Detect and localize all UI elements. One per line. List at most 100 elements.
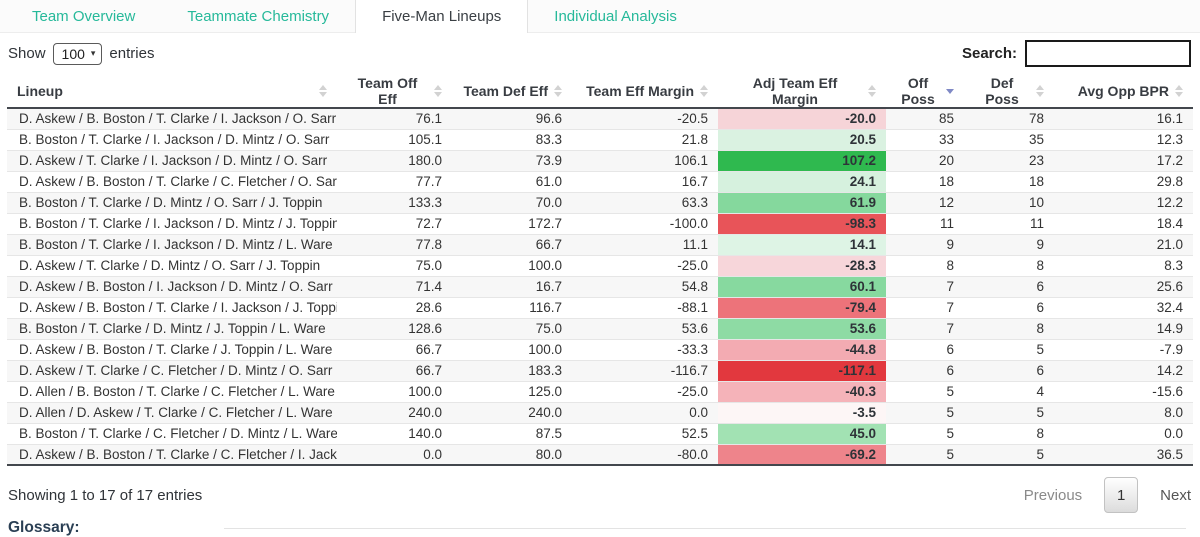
off-poss-cell: 5 [886, 381, 964, 403]
off-poss-cell: 7 [886, 318, 964, 340]
column-header-label: Team Def Eff [463, 83, 548, 99]
avg-opp-bpr-cell: 21.0 [1054, 234, 1193, 256]
lineup-cell: B. Boston / T. Clarke / I. Jackson / D. … [7, 213, 337, 235]
def-poss-cell: 5 [964, 444, 1054, 466]
team-eff-margin-cell: -100.0 [572, 213, 718, 235]
lineup-cell: B. Boston / T. Clarke / I. Jackson / D. … [7, 234, 337, 256]
table-row: B. Boston / T. Clarke / I. Jackson / D. … [7, 234, 1193, 256]
adj-team-eff-margin-cell: -79.4 [718, 297, 886, 319]
off-poss-cell: 6 [886, 360, 964, 382]
table-row: B. Boston / T. Clarke / I. Jackson / D. … [7, 129, 1193, 151]
column-header-avg-opp-bpr[interactable]: Avg Opp BPR [1054, 75, 1193, 109]
tab-bar: Team Overview Teammate Chemistry Five-Man … [0, 0, 1200, 33]
def-poss-cell: 6 [964, 297, 1054, 319]
def-poss-cell: 4 [964, 381, 1054, 403]
def-poss-cell: 6 [964, 360, 1054, 382]
team-eff-margin-cell: -25.0 [572, 255, 718, 277]
off-poss-cell: 11 [886, 213, 964, 235]
column-header-team-eff-margin[interactable]: Team Eff Margin [572, 75, 718, 109]
team-off-eff-cell: 0.0 [337, 444, 452, 466]
chevron-down-icon: ▾ [90, 48, 96, 58]
table-row: D. Askew / B. Boston / T. Clarke / C. Fl… [7, 171, 1193, 193]
team-off-eff-cell: 180.0 [337, 150, 452, 172]
column-header-label: Team Off Eff [357, 75, 418, 107]
team-off-eff-cell: 133.3 [337, 192, 452, 214]
table-row: B. Boston / T. Clarke / D. Mintz / J. To… [7, 318, 1193, 340]
team-def-eff-cell: 75.0 [452, 318, 572, 340]
lineup-cell: D. Allen / B. Boston / T. Clarke / C. Fl… [7, 381, 337, 403]
lineup-table-body: D. Askew / B. Boston / T. Clarke / I. Ja… [7, 108, 1193, 466]
team-eff-margin-cell: -25.0 [572, 381, 718, 403]
entries-select[interactable]: 100 ▾ [52, 42, 103, 65]
column-header-label: Def Poss [985, 75, 1019, 107]
off-poss-cell: 8 [886, 255, 964, 277]
team-eff-margin-cell: -80.0 [572, 444, 718, 466]
tab-individual-analysis[interactable]: Individual Analysis [528, 0, 703, 32]
column-header-team-off-eff[interactable]: Team Off Eff [337, 75, 452, 109]
off-poss-cell: 5 [886, 402, 964, 424]
sort-icon [700, 85, 708, 97]
next-page-button[interactable]: Next [1160, 486, 1191, 504]
off-poss-cell: 20 [886, 150, 964, 172]
def-poss-cell: 8 [964, 318, 1054, 340]
current-page-button[interactable]: 1 [1104, 477, 1139, 513]
previous-page-button[interactable]: Previous [1023, 486, 1083, 504]
adj-team-eff-margin-cell: 61.9 [718, 192, 886, 214]
team-off-eff-cell: 128.6 [337, 318, 452, 340]
adj-team-eff-margin-cell: -40.3 [718, 381, 886, 403]
team-eff-margin-cell: -33.3 [572, 339, 718, 361]
team-eff-margin-cell: 63.3 [572, 192, 718, 214]
team-def-eff-cell: 16.7 [452, 276, 572, 298]
lineup-cell: D. Askew / T. Clarke / D. Mintz / O. Sar… [7, 255, 337, 277]
sort-icon [554, 85, 562, 97]
tab-five-man-lineups[interactable]: Five-Man Lineups [355, 0, 529, 33]
adj-team-eff-margin-cell: 14.1 [718, 234, 886, 256]
team-def-eff-cell: 61.0 [452, 171, 572, 193]
column-header-off-poss[interactable]: Off Poss [886, 75, 964, 109]
entries-info: Showing 1 to 17 of 17 entries [8, 486, 203, 504]
avg-opp-bpr-cell: 0.0 [1054, 423, 1193, 445]
def-poss-cell: 35 [964, 129, 1054, 151]
table-header-row: Lineup Team Off Eff Team Def Eff Team Ef… [7, 75, 1193, 109]
lineup-cell: D. Askew / B. Boston / T. Clarke / C. Fl… [7, 171, 337, 193]
divider [224, 528, 1186, 529]
table-controls: Show 100 ▾ entries Search: [0, 33, 1200, 75]
def-poss-cell: 78 [964, 108, 1054, 130]
team-off-eff-cell: 76.1 [337, 108, 452, 130]
lineup-cell: B. Boston / T. Clarke / D. Mintz / J. To… [7, 318, 337, 340]
lineup-cell: D. Askew / B. Boston / T. Clarke / J. To… [7, 339, 337, 361]
team-eff-margin-cell: 11.1 [572, 234, 718, 256]
team-off-eff-cell: 105.1 [337, 129, 452, 151]
tab-team-overview[interactable]: Team Overview [6, 0, 161, 32]
team-def-eff-cell: 125.0 [452, 381, 572, 403]
sort-icon [1175, 85, 1183, 97]
sort-icon [868, 85, 876, 97]
tab-label: Teammate Chemistry [187, 7, 330, 25]
table-row: D. Askew / T. Clarke / I. Jackson / D. M… [7, 150, 1193, 172]
tab-teammate-chemistry[interactable]: Teammate Chemistry [161, 0, 355, 32]
team-eff-margin-cell: 52.5 [572, 423, 718, 445]
column-header-label: Avg Opp BPR [1077, 83, 1169, 99]
team-def-eff-cell: 172.7 [452, 213, 572, 235]
team-off-eff-cell: 140.0 [337, 423, 452, 445]
def-poss-cell: 6 [964, 276, 1054, 298]
column-header-team-def-eff[interactable]: Team Def Eff [452, 75, 572, 109]
off-poss-cell: 5 [886, 444, 964, 466]
avg-opp-bpr-cell: 12.3 [1054, 129, 1193, 151]
team-def-eff-cell: 87.5 [452, 423, 572, 445]
off-poss-cell: 12 [886, 192, 964, 214]
tab-label: Team Overview [32, 7, 136, 25]
def-poss-cell: 18 [964, 171, 1054, 193]
team-off-eff-cell: 75.0 [337, 255, 452, 277]
def-poss-cell: 8 [964, 423, 1054, 445]
lineup-cell: D. Askew / T. Clarke / I. Jackson / D. M… [7, 150, 337, 172]
column-header-adj-team-eff-margin[interactable]: Adj Team Eff Margin [718, 75, 886, 109]
team-eff-margin-cell: 53.6 [572, 318, 718, 340]
search-input[interactable] [1025, 40, 1191, 67]
table-row: B. Boston / T. Clarke / I. Jackson / D. … [7, 213, 1193, 235]
team-off-eff-cell: 28.6 [337, 297, 452, 319]
off-poss-cell: 33 [886, 129, 964, 151]
column-header-def-poss[interactable]: Def Poss [964, 75, 1054, 109]
avg-opp-bpr-cell: 17.2 [1054, 150, 1193, 172]
column-header-lineup[interactable]: Lineup [7, 75, 337, 109]
